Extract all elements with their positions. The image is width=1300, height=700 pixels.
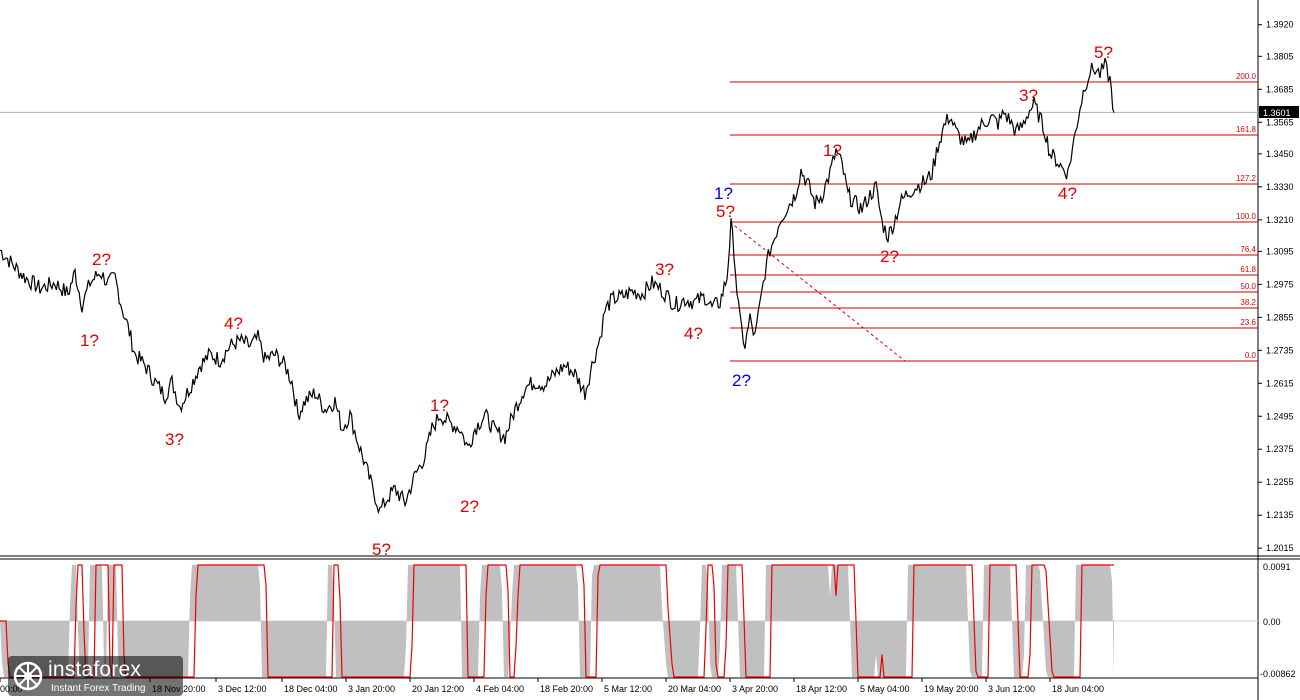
- y-tick-label: 1.2375: [1266, 444, 1294, 454]
- fib-label-50: 50.0: [1240, 282, 1256, 291]
- y-tick-label: 1.3330: [1266, 182, 1294, 192]
- wave-label-4-first: 4?: [224, 314, 243, 333]
- wave-label-1-first: 1?: [80, 331, 99, 350]
- y-tick-label: 1.2255: [1266, 477, 1294, 487]
- wave-label-5-second: 5?: [716, 202, 735, 221]
- fib-label-38: 38.2: [1240, 298, 1256, 307]
- wave-label-1-third: 1?: [823, 141, 842, 160]
- fib-label-100: 100.0: [1236, 212, 1257, 221]
- wave-label-1-second: 1?: [430, 396, 449, 415]
- wave-label-2-second: 2?: [460, 497, 479, 516]
- instaforex-logo: instaforex Instant Forex Trading: [8, 656, 183, 696]
- x-tick-label: 19 May 20:00: [924, 684, 979, 694]
- wave-labels: 1? 2? 3? 4? 5? 1? 2? 3? 4? 5? 1? 2? 1? 2…: [80, 43, 1113, 559]
- x-tick-label: 18 Jun 04:00: [1052, 684, 1104, 694]
- oscillator-signal-line: [0, 564, 1114, 678]
- wave-label-4-second: 4?: [684, 324, 703, 343]
- fibonacci-levels: [729, 81, 1258, 362]
- price-series-line: [0, 57, 1115, 515]
- wave-label-blue-2: 2?: [732, 371, 751, 390]
- logo-icon: [13, 661, 43, 691]
- y-tick-label: 1.3095: [1266, 246, 1294, 256]
- x-tick-label: 3 Jun 12:00: [988, 684, 1035, 694]
- osc-tick-top: 0.0091: [1263, 562, 1291, 572]
- y-tick-label: 1.2135: [1266, 510, 1294, 520]
- fib-label-161: 161.8: [1236, 125, 1257, 134]
- y-tick-label: 1.2975: [1266, 279, 1294, 289]
- fibonacci-labels: 200.0 161.8 127.2 100.0 76.4 61.8 50.0 3…: [1236, 72, 1257, 360]
- wave-label-4-third: 4?: [1058, 184, 1077, 203]
- y-tick-label: 1.3920: [1266, 20, 1294, 30]
- wave-label-5-first: 5?: [372, 540, 391, 559]
- wave-label-2-first: 2?: [92, 250, 111, 269]
- fib-label-0: 0.0: [1245, 351, 1257, 360]
- x-tick-label: 4 Feb 04:00: [476, 684, 524, 694]
- current-price-label: 1.3601: [1263, 108, 1291, 118]
- wave-label-3-first: 3?: [165, 430, 184, 449]
- price-axis-ticks: 1.3920 1.3805 1.3685 1.3565 1.3450 1.3330 1.32…: [1258, 20, 1294, 553]
- wave-label-5-third: 5?: [1094, 43, 1113, 62]
- logo-tagline: Instant Forex Trading: [51, 683, 146, 694]
- x-tick-label: 3 Jan 20:00: [348, 684, 395, 694]
- y-tick-label: 1.3565: [1266, 117, 1294, 127]
- y-tick-label: 1.2735: [1266, 345, 1294, 355]
- y-tick-label: 1.3685: [1266, 84, 1294, 94]
- x-tick-label: 20 Jan 12:00: [412, 684, 464, 694]
- fib-label-61: 61.8: [1240, 265, 1256, 274]
- y-tick-label: 1.2855: [1266, 312, 1294, 322]
- x-tick-label: 5 May 04:00: [860, 684, 910, 694]
- x-tick-label: 18 Feb 20:00: [540, 684, 593, 694]
- fib-trend-line: [729, 221, 906, 362]
- fib-label-23: 23.6: [1240, 318, 1256, 327]
- osc-tick-zero: 0.00: [1263, 617, 1281, 627]
- x-tick-label: 18 Apr 12:00: [796, 684, 847, 694]
- y-tick-label: 1.2495: [1266, 411, 1294, 421]
- wave-label-3-third: 3?: [1019, 86, 1038, 105]
- wave-label-3-second: 3?: [655, 260, 674, 279]
- osc-tick-bottom: -0.00862: [1260, 669, 1296, 679]
- y-tick-label: 1.3210: [1266, 215, 1294, 225]
- y-tick-label: 1.3450: [1266, 149, 1294, 159]
- x-tick-label: 5 Mar 12:00: [604, 684, 652, 694]
- y-tick-label: 1.2615: [1266, 378, 1294, 388]
- x-tick-label: 18 Dec 04:00: [284, 684, 338, 694]
- main-panel: [0, 0, 1258, 555]
- fib-label-76: 76.4: [1240, 245, 1256, 254]
- wave-label-2-third: 2?: [880, 247, 899, 266]
- logo-name: instaforex: [48, 658, 142, 681]
- x-tick-label: 3 Dec 12:00: [218, 684, 267, 694]
- wave-label-blue-1: 1?: [714, 184, 733, 203]
- fib-label-200: 200.0: [1236, 72, 1257, 81]
- y-tick-label: 1.2015: [1266, 543, 1294, 553]
- y-tick-label: 1.3805: [1266, 51, 1294, 61]
- x-tick-label: 3 Apr 20:00: [732, 684, 778, 694]
- current-price-box: [1259, 106, 1299, 118]
- x-tick-label: 20 Mar 04:00: [668, 684, 721, 694]
- fib-label-127: 127.2: [1236, 174, 1257, 183]
